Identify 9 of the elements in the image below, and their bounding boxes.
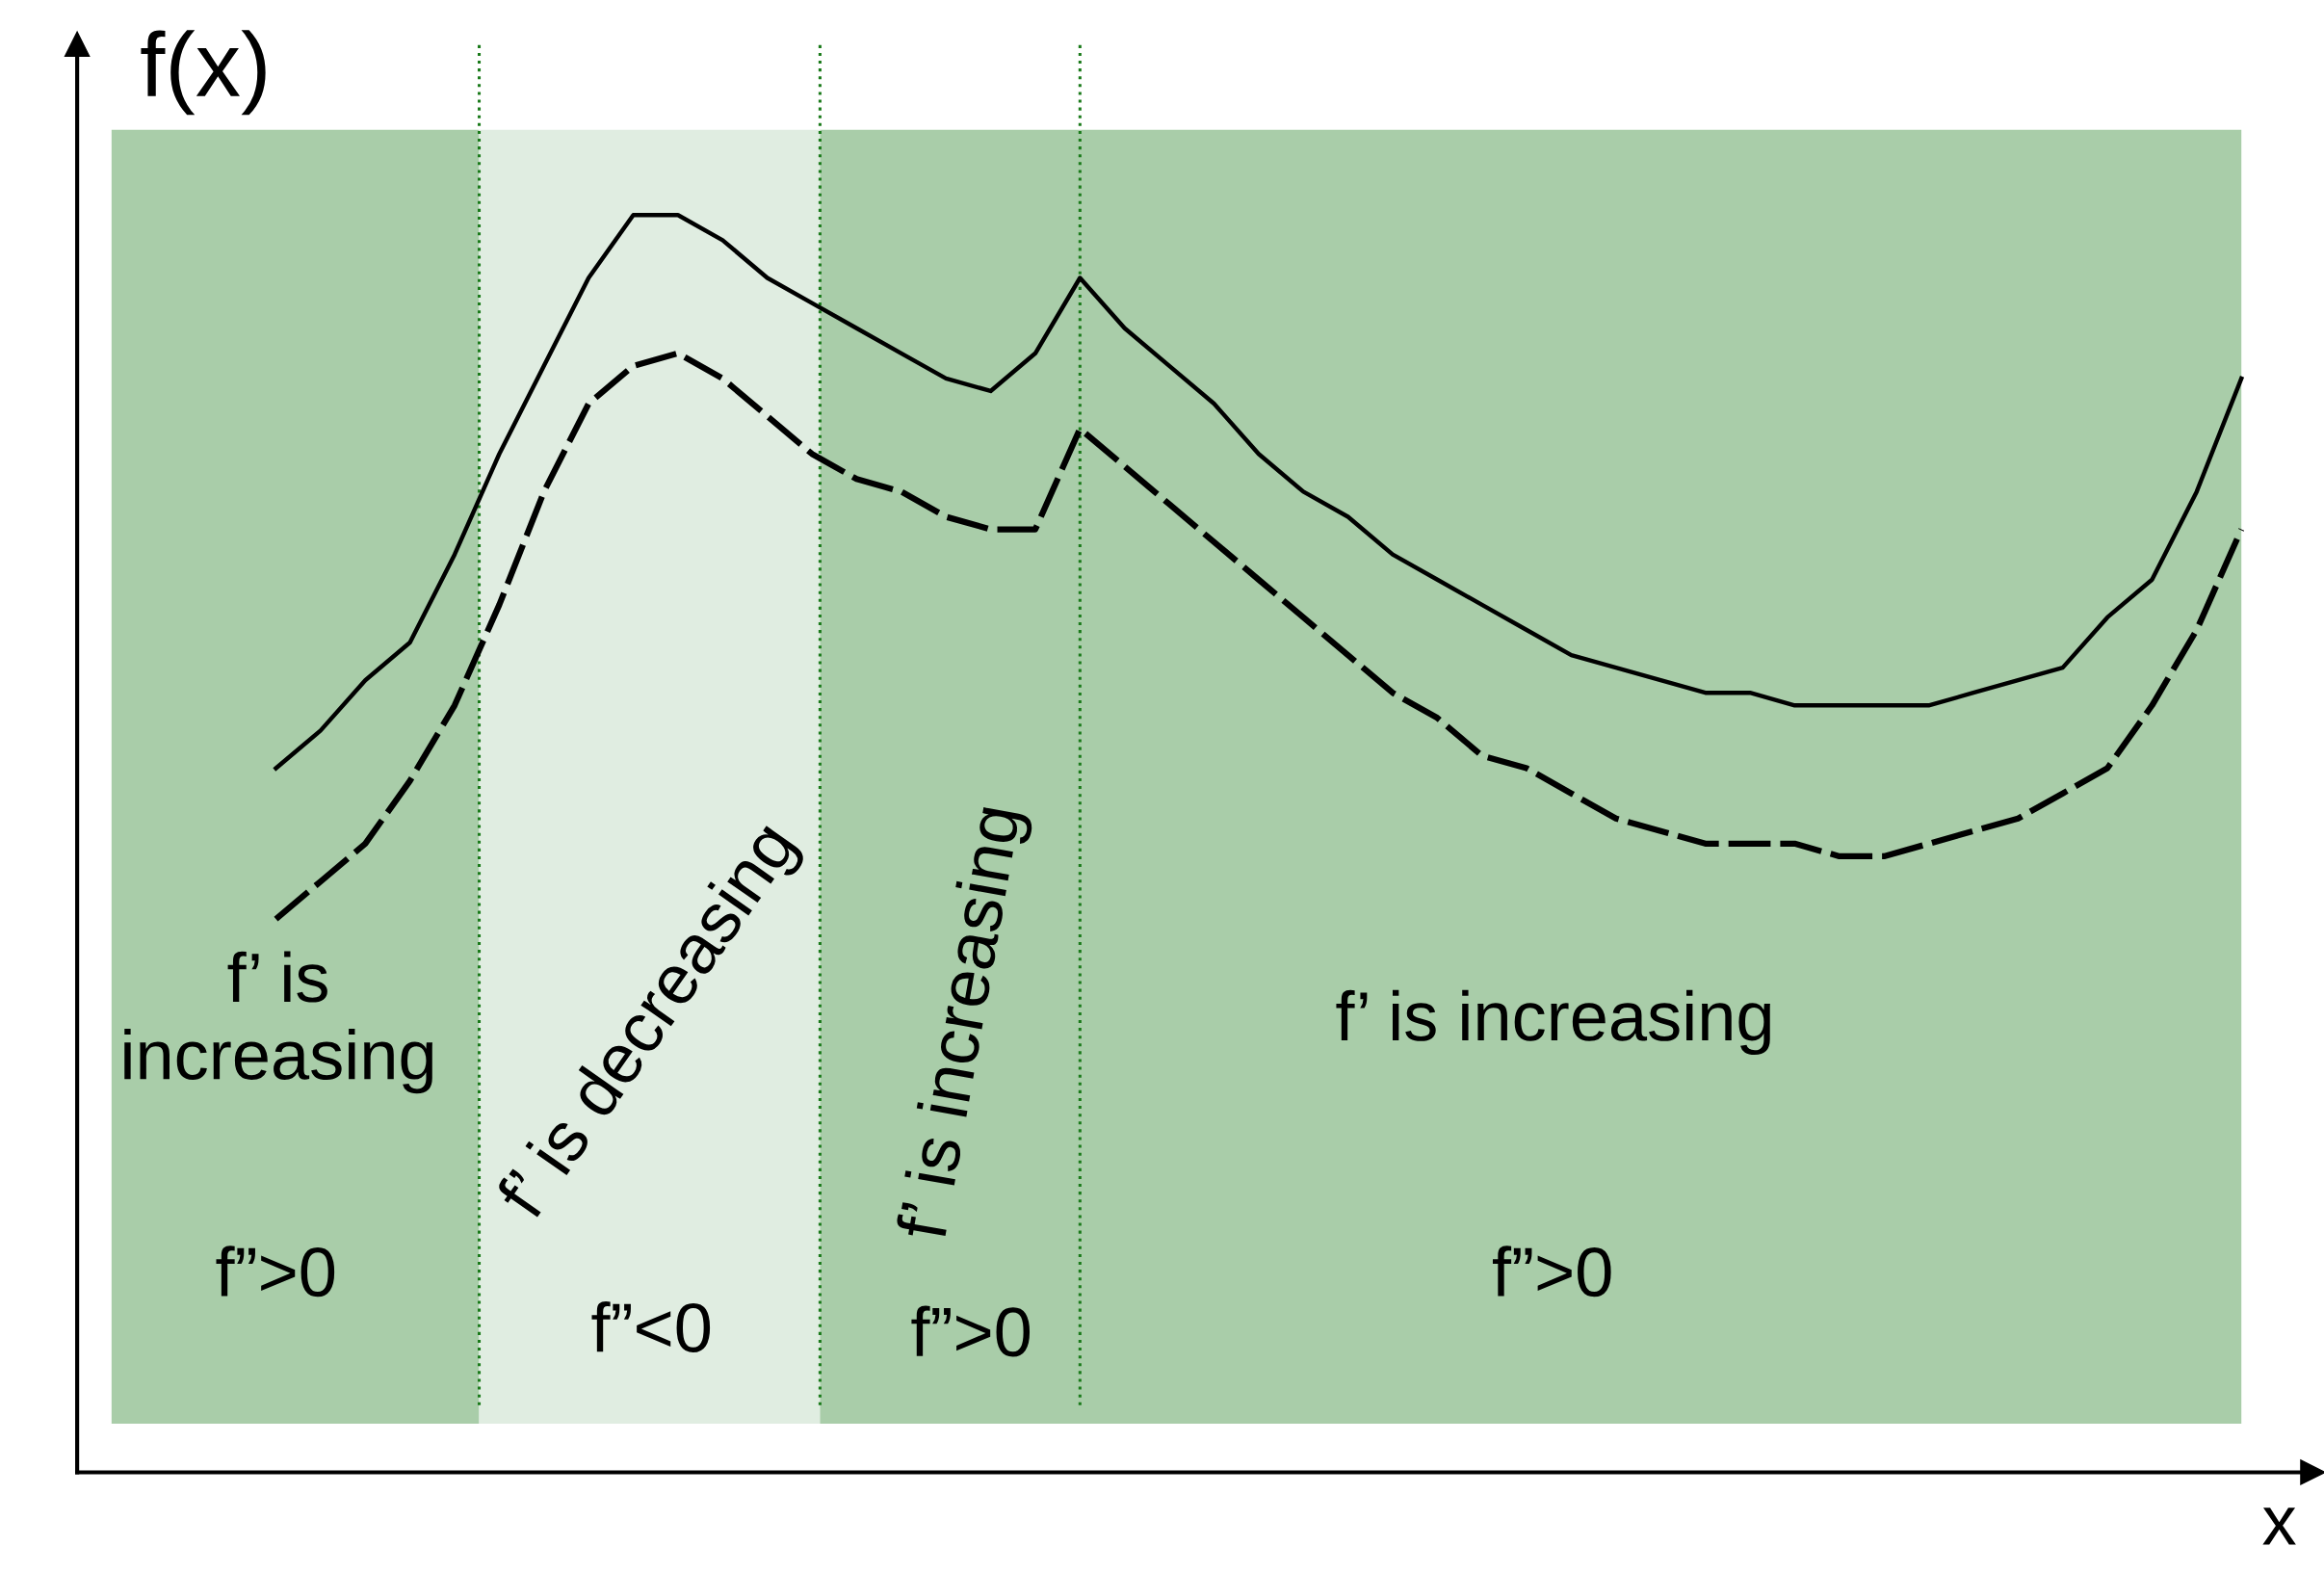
y-axis-title: f(x) [141,30,266,116]
annotation: f”>0 [911,1305,1031,1357]
annotation: f’ is increasing [1336,989,1770,1056]
annotation: f”>0 [216,1245,335,1298]
x-axis-title: x [2262,1507,2296,1545]
annotation: f’ is increasing [124,951,432,1094]
annotation: f”>0 [1492,1245,1611,1298]
annotation: f’ is increasing [895,804,1034,1244]
annotation: f”<0 [591,1301,711,1353]
